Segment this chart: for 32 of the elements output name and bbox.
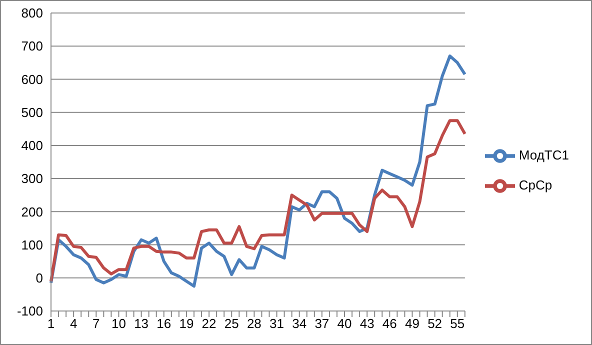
y-tick-label: 0 — [36, 270, 43, 286]
y-tick-label: 500 — [21, 104, 43, 120]
x-tick-label: 55 — [450, 316, 465, 332]
x-tick-label: 43 — [360, 316, 374, 332]
y-tick-label: 700 — [21, 38, 43, 54]
x-tick-label: 28 — [246, 316, 262, 332]
y-tick-label: 600 — [21, 72, 43, 87]
x-tick-label: 16 — [156, 316, 172, 332]
x-tick-label: 52 — [428, 316, 442, 332]
line-series — [50, 119, 466, 283]
x-tick-label: 1 — [47, 316, 55, 332]
x-tick-label: 10 — [112, 316, 126, 332]
y-tick-label: 200 — [21, 204, 43, 220]
y-tick-label: 400 — [21, 138, 43, 154]
x-tick-label: 34 — [292, 316, 307, 332]
x-tick-label: 25 — [224, 316, 239, 332]
x-tick-label: 22 — [202, 316, 216, 332]
x-tick-label: 37 — [314, 316, 330, 332]
x-tick-label: 4 — [70, 316, 78, 332]
x-tick-label: 40 — [337, 316, 352, 332]
y-tick-label: 800 — [21, 6, 43, 21]
y-tick-label: 100 — [21, 237, 43, 252]
legend-label: МодТС1 — [518, 147, 569, 162]
y-tick-label: 300 — [21, 171, 43, 186]
x-tick-label: 7 — [92, 316, 100, 332]
legend-label: СрСр — [518, 177, 552, 192]
x-tick-label: 46 — [382, 316, 397, 332]
x-tick-label: 19 — [179, 316, 194, 332]
x-tick-label: 13 — [134, 316, 149, 332]
y-tick-label: -100 — [16, 304, 43, 319]
x-tick-label: 31 — [270, 316, 284, 332]
x-tick-label: 49 — [405, 316, 420, 332]
